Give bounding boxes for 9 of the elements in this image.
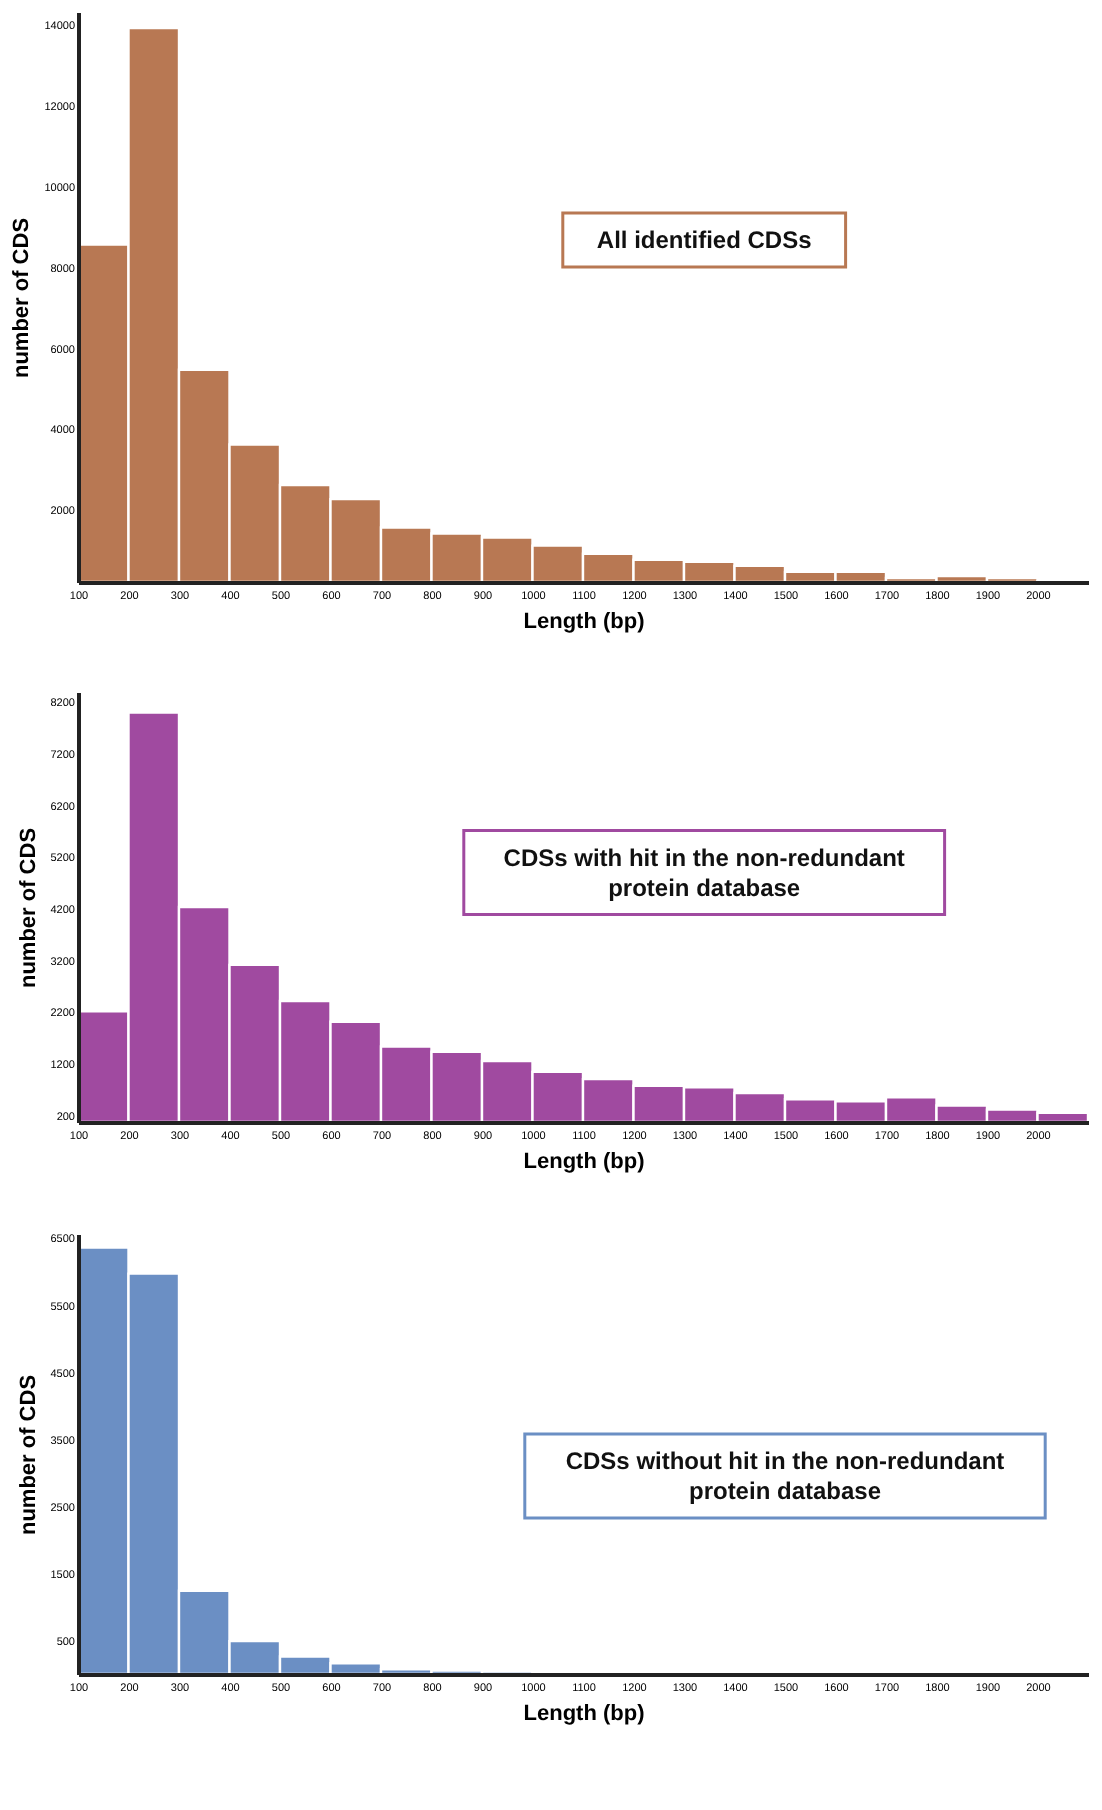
annotation: CDSs with hit in the non-redundant protein database	[503, 843, 905, 902]
x-axis-title: Length (bp)	[523, 610, 646, 634]
x-axis-title: Length (bp)	[523, 1702, 646, 1726]
y-axis-title: number of CDS	[10, 217, 35, 379]
annotation: CDSs without hit in the non-redundant protein database	[565, 1447, 1005, 1505]
y-axis-title: number of CDS	[16, 1374, 41, 1536]
annotation: All identified CDSs	[596, 226, 813, 254]
x-axis-title: Length (bp)	[523, 1150, 646, 1174]
y-axis-title: number of CDS	[16, 827, 41, 989]
